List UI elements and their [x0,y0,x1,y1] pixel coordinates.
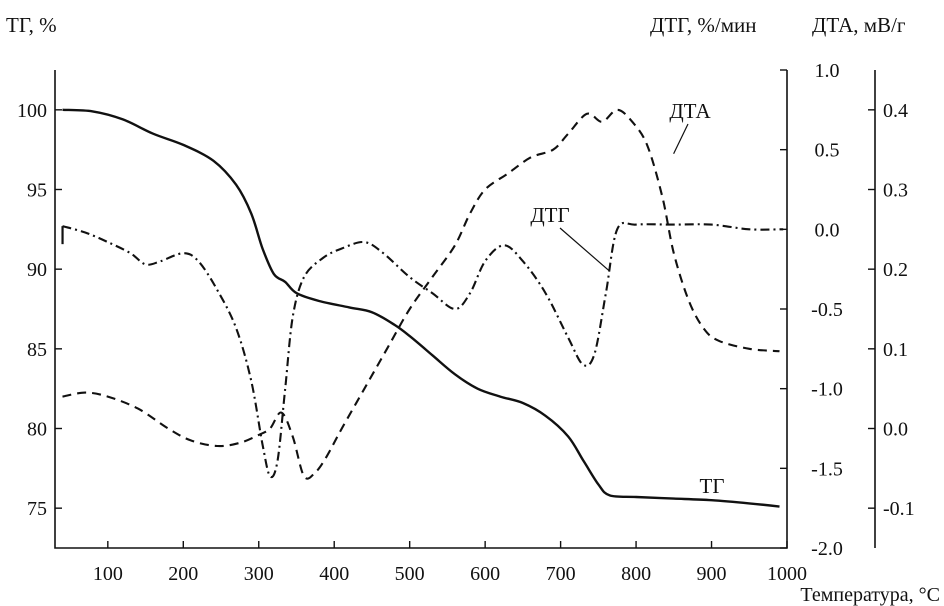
tg-axis-ticks: 75 80 85 90 95 100 [17,100,62,520]
tg-tick-label: 100 [17,100,47,122]
dtg-tick-label: -2.0 [811,538,843,560]
series-annotation: ДТГ [530,203,569,227]
dtg-axis-label: ДТГ, %/мин [650,13,757,37]
x-tick-label: 400 [319,563,349,585]
x-tick-label: 700 [546,563,576,585]
dtg-tick-label: -1.5 [811,458,843,480]
series-line-dta [62,108,780,480]
tg-tick-label: 85 [27,339,47,361]
dta-axis-label: ДТА, мВ/г [812,13,906,37]
dta-tick-label: 0.3 [883,180,908,202]
series-annotation: ТГ [700,474,725,498]
x-tick-label: 100 [93,563,123,585]
annotation-leader [559,227,611,272]
x-tick-label: 800 [621,563,651,585]
tg-tick-label: 80 [27,419,47,441]
x-tick-label: 500 [395,563,425,585]
dta-tick-label: 0.2 [883,259,908,281]
x-tick-label: 600 [470,563,500,585]
x-tick-label: 900 [697,563,727,585]
x-tick-label: 300 [244,563,274,585]
dtg-tick-label: 0.0 [815,219,840,241]
tg-tick-label: 90 [27,259,47,281]
tg-axis-label: ТГ, % [6,13,57,37]
annotation-leader [673,123,689,154]
series-annotation: ДТА [669,99,711,123]
dtg-tick-label: 0.5 [815,140,840,162]
dtg-tick-label: 1.0 [815,60,840,82]
x-tick-label: 1000 [767,563,807,585]
x-tick-label: 200 [168,563,198,585]
x-axis-ticks: 100 200 300 400 500 600 700 800 900 1000 [93,541,807,585]
tg-tick-label: 75 [27,498,47,520]
plot-frame-lines [54,70,788,549]
dta-axis-ticks: 0.4 0.3 0.2 0.1 0.0 -0.1 [868,100,915,520]
series-line-tg [62,108,780,508]
dta-tick-label: 0.0 [883,419,908,441]
dta-tick-label: -0.1 [883,498,915,520]
annotations: ДТА ДТГ ТГ [530,99,724,498]
series-lines [61,108,784,508]
tg-tick-label: 95 [27,180,47,202]
dtg-tick-label: -0.5 [811,299,843,321]
x-axis-label: Температура, °С [800,584,940,606]
dtg-axis-ticks: 1.0 0.5 0.0 -0.5 -1.0 -1.5 -2.0 [780,60,843,560]
dtg-tick-label: -1.0 [811,379,843,401]
series-line-dtg [62,221,784,479]
dta-tick-label: 0.1 [883,339,908,361]
dta-tick-label: 0.4 [883,100,908,122]
